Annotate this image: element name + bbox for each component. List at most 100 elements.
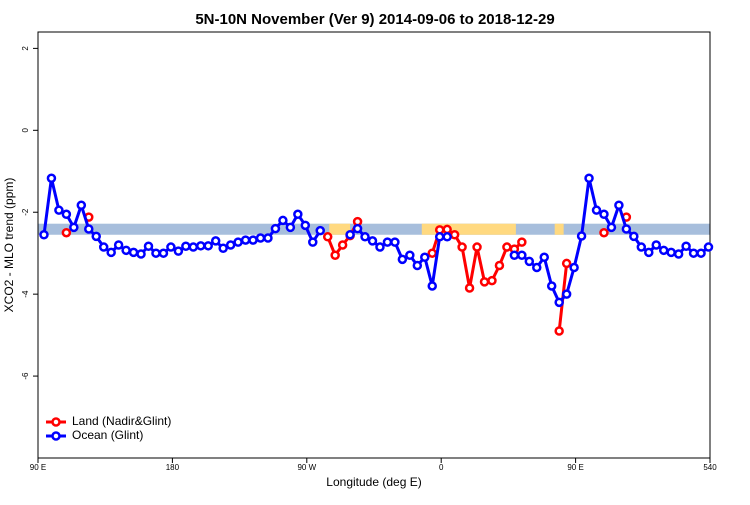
data-point — [196, 241, 206, 251]
data-point — [240, 235, 251, 245]
x-tick-label: 0 — [439, 463, 444, 472]
data-point — [644, 247, 654, 258]
data-point — [151, 248, 161, 258]
x-tick-label: 90 E — [567, 463, 583, 472]
data-point — [561, 289, 572, 299]
data-point — [464, 283, 475, 293]
data-point — [629, 231, 639, 242]
data-point — [658, 245, 669, 256]
data-point — [621, 224, 632, 234]
y-axis-label: XCO2 - MLO trend (ppm) — [2, 178, 16, 313]
data-point — [263, 233, 273, 243]
land-shading — [421, 223, 516, 235]
x-tick-label: 90 E — [30, 463, 46, 472]
data-point — [308, 237, 318, 247]
data-point — [181, 241, 191, 251]
data-point — [517, 237, 527, 247]
legend-marker — [51, 417, 61, 427]
data-point — [61, 227, 72, 238]
data-point — [442, 232, 452, 242]
data-point — [524, 256, 535, 267]
data-point — [300, 220, 311, 231]
data-point — [614, 200, 624, 211]
data-point — [509, 250, 520, 260]
data-point — [158, 248, 169, 258]
data-point — [337, 240, 348, 250]
data-point — [696, 248, 706, 258]
chart-title: 5N-10N November (Ver 9) 2014-09-06 to 20… — [195, 11, 554, 28]
data-point — [203, 241, 213, 251]
data-point — [434, 232, 445, 242]
data-point — [61, 209, 72, 220]
data-point — [584, 173, 594, 183]
data-point — [427, 281, 437, 291]
data-point — [121, 245, 131, 256]
data-point — [532, 262, 542, 273]
data-point — [39, 230, 49, 240]
data-point — [420, 252, 430, 263]
data-point — [113, 240, 124, 250]
data-point — [666, 247, 676, 258]
data-point — [375, 242, 385, 252]
data-point — [293, 209, 303, 220]
data-point — [442, 224, 452, 235]
data-point — [688, 248, 699, 258]
data-point — [69, 222, 79, 233]
data-point — [225, 240, 236, 250]
data-point — [233, 237, 243, 247]
data-point — [457, 242, 467, 252]
data-point — [502, 242, 512, 252]
y-tick-label: 0 — [21, 128, 30, 133]
data-point — [76, 200, 87, 211]
data-point — [106, 247, 116, 258]
data-point — [412, 260, 423, 271]
data-point — [188, 242, 199, 252]
data-point — [345, 230, 355, 240]
legend-label: Ocean (Glint) — [72, 428, 143, 442]
data-point — [599, 227, 609, 238]
data-point — [681, 241, 691, 251]
data-point — [517, 250, 527, 260]
data-point — [569, 262, 579, 273]
data-point — [703, 242, 714, 252]
data-point — [54, 205, 64, 215]
y-tick-label: -4 — [21, 290, 30, 298]
data-point — [136, 249, 146, 259]
data-point — [651, 240, 661, 250]
data-point — [248, 235, 258, 245]
data-point — [322, 232, 333, 242]
data-point — [449, 230, 460, 240]
y-tick-label: -6 — [21, 372, 30, 380]
data-point — [546, 281, 557, 291]
legend-label: Land (Nadir&Glint) — [72, 414, 171, 428]
data-point — [599, 209, 609, 220]
data-point — [673, 249, 684, 259]
data-point — [367, 236, 378, 246]
data-point — [285, 222, 296, 233]
y-tick-label: 2 — [21, 46, 30, 51]
data-point — [554, 326, 564, 336]
reference-band — [38, 223, 710, 235]
x-tick-label: 540 — [703, 463, 717, 472]
land-shading — [554, 223, 564, 235]
data-point — [561, 258, 572, 269]
data-point — [487, 275, 497, 286]
data-point — [636, 242, 647, 252]
data-point — [382, 237, 393, 247]
data-point — [405, 250, 415, 260]
data-point — [315, 225, 325, 236]
data-point — [360, 232, 370, 242]
data-point — [166, 242, 176, 252]
x-tick-label: 90 W — [297, 463, 316, 472]
x-axis-label: Longitude (deg E) — [326, 475, 421, 489]
data-point — [479, 277, 490, 287]
data-point — [98, 242, 109, 252]
data-point — [554, 297, 564, 308]
data-point — [210, 236, 221, 246]
data-point — [143, 241, 154, 251]
data-point — [539, 252, 549, 263]
data-point — [352, 223, 363, 234]
data-point — [330, 250, 340, 260]
data-point — [173, 246, 184, 256]
